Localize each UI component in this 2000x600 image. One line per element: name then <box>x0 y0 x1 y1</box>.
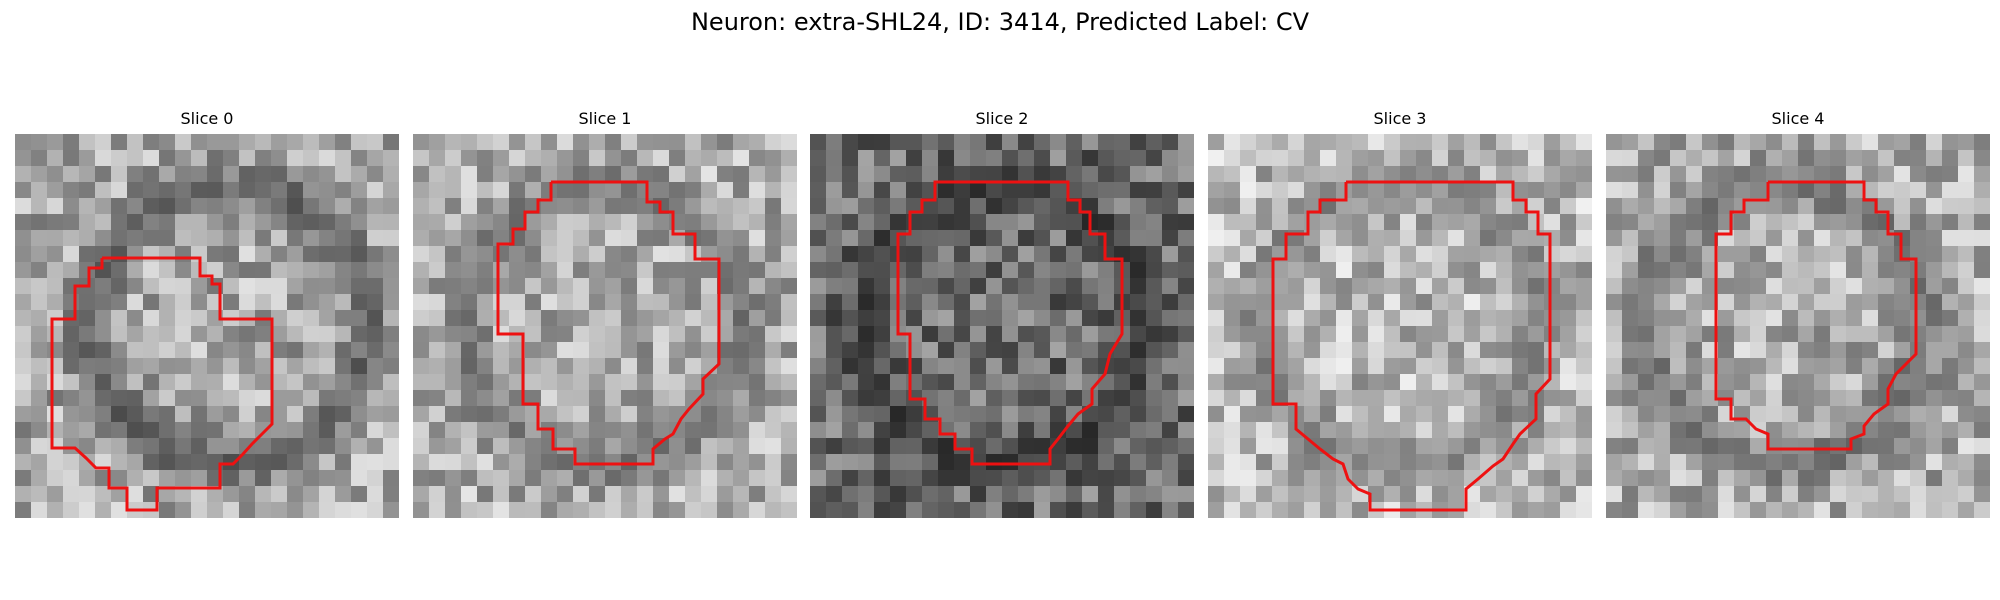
slice-title: Slice 4 <box>1771 109 1825 128</box>
contour-outline <box>1714 180 1918 451</box>
slice-title: Slice 0 <box>180 109 234 128</box>
slice-panel-3: Slice 3 <box>1208 108 1592 518</box>
slice-panel-0: Slice 0 <box>15 108 399 518</box>
slice-title: Slice 3 <box>1373 109 1427 128</box>
figure-title: Neuron: extra-SHL24, ID: 3414, Predicted… <box>690 8 1310 36</box>
slice-image-0 <box>15 134 399 518</box>
slice-image-2 <box>810 134 1194 518</box>
slice-image-4 <box>1606 134 1990 518</box>
slice-image-1 <box>413 134 797 518</box>
contour-outline <box>50 256 274 512</box>
slice-image-3 <box>1208 134 1592 518</box>
contour-outline <box>496 180 721 466</box>
slice-panel-4: Slice 4 <box>1606 108 1990 518</box>
contour-outline <box>1271 180 1552 512</box>
slice-panel-2: Slice 2 <box>810 108 1194 518</box>
slice-panel-1: Slice 1 <box>413 108 797 518</box>
slice-title: Slice 1 <box>578 109 632 128</box>
slice-title: Slice 2 <box>975 109 1029 128</box>
contour-outline <box>896 180 1124 466</box>
